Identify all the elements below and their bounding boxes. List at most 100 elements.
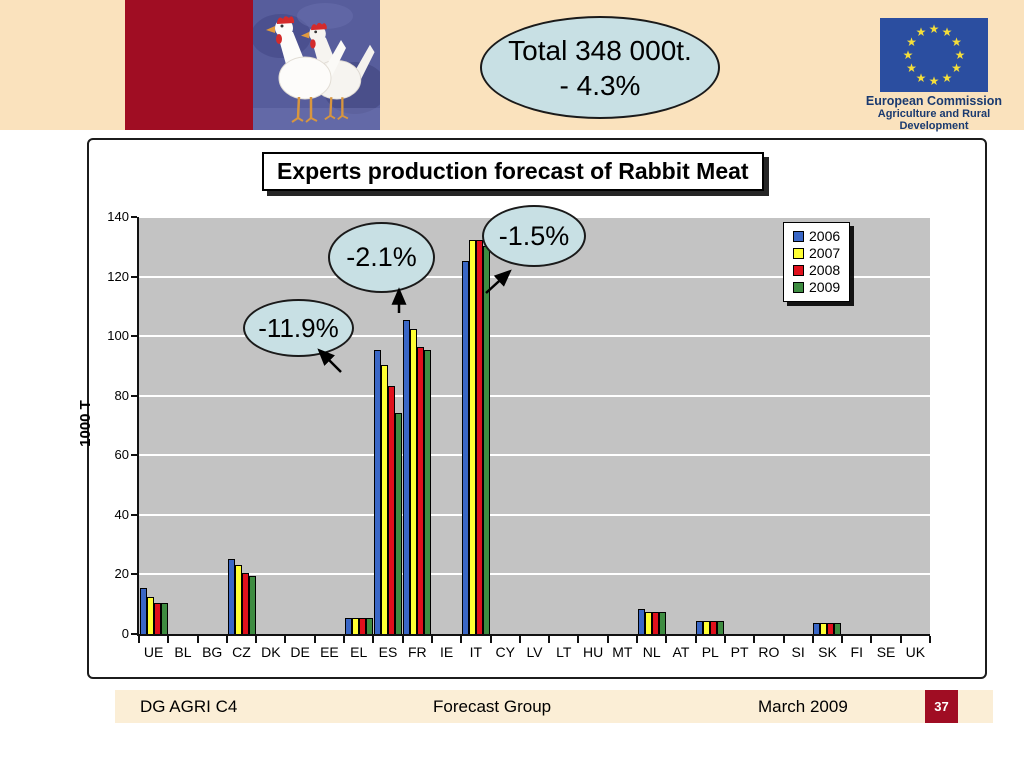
x-label-PT: PT (730, 644, 749, 660)
x-label-SI: SI (791, 644, 805, 660)
legend-swatch-2006 (793, 231, 804, 242)
x-axis-ticks (138, 636, 931, 644)
x-label-SK: SK (818, 644, 837, 660)
x-label-RO: RO (758, 644, 780, 660)
legend-item-2006: 2006 (793, 228, 840, 245)
chart-title: Experts production forecast of Rabbit Me… (262, 152, 764, 191)
x-tick (870, 636, 873, 643)
x-label-NL: NL (642, 644, 661, 660)
bar-FR-2006 (403, 320, 411, 634)
x-tick (606, 636, 609, 643)
footer-left: DG AGRI C4 (140, 697, 238, 716)
x-label-IE: IE (439, 644, 454, 660)
bar-CZ-2006 (227, 558, 235, 634)
eu-flag-star: ★ (906, 35, 917, 49)
gridline-40 (139, 513, 930, 516)
y-label-20: 20 (114, 566, 129, 582)
x-label-EE: EE (320, 644, 339, 660)
eu-dept-name: Agriculture and Rural Development (877, 108, 991, 132)
x-label-DE: DE (290, 644, 310, 660)
bar-NL-2008 (651, 612, 659, 634)
gridline-60 (139, 454, 930, 457)
legend-items: 2006 2007 2008 2009 (793, 228, 840, 296)
x-tick (577, 636, 580, 643)
x-label-AT: AT (672, 644, 690, 660)
page-number-badge: 37 (925, 690, 958, 723)
x-tick (430, 636, 433, 643)
bar-CZ-2009 (248, 576, 256, 634)
bar-IT-2009 (482, 245, 490, 634)
bar-UE-2009 (160, 603, 168, 634)
x-label-CZ: CZ (232, 644, 251, 660)
x-label-BG: BG (202, 644, 223, 660)
bar-CZ-2007 (234, 564, 242, 634)
x-label-FI: FI (850, 644, 863, 660)
bar-ES-2007 (381, 364, 389, 634)
legend-item-2008: 2008 (793, 262, 840, 279)
x-tick (811, 636, 814, 643)
x-tick (284, 636, 287, 643)
legend-swatch-2008 (793, 265, 804, 276)
x-tick (636, 636, 639, 643)
y-tick (131, 573, 137, 576)
bar-UE-2008 (153, 603, 161, 634)
total-callout-line1: Total 348 000t. (508, 34, 692, 66)
y-axis-title: 1000 T (76, 400, 94, 447)
x-tick (372, 636, 375, 643)
bar-UE-2006 (139, 588, 147, 634)
gridline-120 (139, 275, 930, 278)
x-label-PL: PL (701, 644, 719, 660)
eu-flag-star: ★ (954, 48, 966, 62)
eu-flag-star: ★ (928, 74, 940, 88)
bar-NL-2007 (644, 612, 652, 634)
legend-label-2008: 2008 (809, 262, 841, 278)
x-tick (694, 636, 697, 643)
x-label-HU: HU (582, 644, 604, 660)
x-label-IT: IT (469, 644, 483, 660)
y-tick (131, 454, 137, 457)
y-label-40: 40 (114, 506, 129, 522)
x-label-BL: BL (174, 644, 192, 660)
chicken-front (266, 16, 346, 123)
y-label-60: 60 (114, 447, 129, 463)
eu-flag-star: ★ (902, 48, 914, 62)
x-label-EL: EL (350, 644, 368, 660)
x-tick (782, 636, 785, 643)
gridline-100 (139, 335, 930, 338)
footer-strip: DG AGRI C4 Forecast Group March 2009 (115, 690, 993, 723)
annotation-it: -1.5% (482, 205, 586, 267)
footer-right: March 2009 (758, 697, 848, 716)
red-accent-block (125, 0, 253, 130)
x-tick (196, 636, 199, 643)
eu-flag-star: ★ (951, 61, 962, 75)
y-label-0: 0 (121, 626, 129, 641)
y-tick (131, 216, 137, 218)
legend-swatch-2007 (793, 248, 804, 259)
gridline-20 (139, 573, 930, 576)
y-label-140: 140 (107, 209, 129, 224)
bar-NL-2006 (637, 609, 645, 634)
x-tick (899, 636, 902, 643)
x-label-LV: LV (526, 644, 543, 660)
eu-flag-logo: ★ ★ ★ ★ ★ ★ ★ ★ ★ ★ ★ ★ (880, 18, 988, 92)
y-axis-labels: 0 20 40 60 80 100 120 140 (85, 209, 129, 641)
legend-item-2007: 2007 (793, 245, 840, 262)
bar-UE-2007 (146, 597, 154, 634)
bar-FR-2008 (417, 347, 425, 634)
chart-legend: 2006 2007 2008 2009 (783, 222, 851, 302)
y-tick (131, 513, 137, 516)
eu-flag-star: ★ (915, 70, 927, 85)
x-tick (548, 636, 551, 643)
eu-org-name: European Commission (865, 94, 1003, 108)
total-callout-line2: - 4.3% (559, 69, 641, 101)
bar-FR-2009 (424, 350, 432, 634)
x-tick (753, 636, 756, 643)
gridline-80 (139, 394, 930, 397)
bar-PL-2006 (696, 621, 704, 634)
bar-FR-2007 (410, 329, 418, 634)
x-label-SE: SE (876, 644, 896, 660)
x-tick (225, 636, 228, 643)
eu-flag-star: ★ (928, 22, 940, 36)
bar-PL-2008 (710, 621, 718, 634)
